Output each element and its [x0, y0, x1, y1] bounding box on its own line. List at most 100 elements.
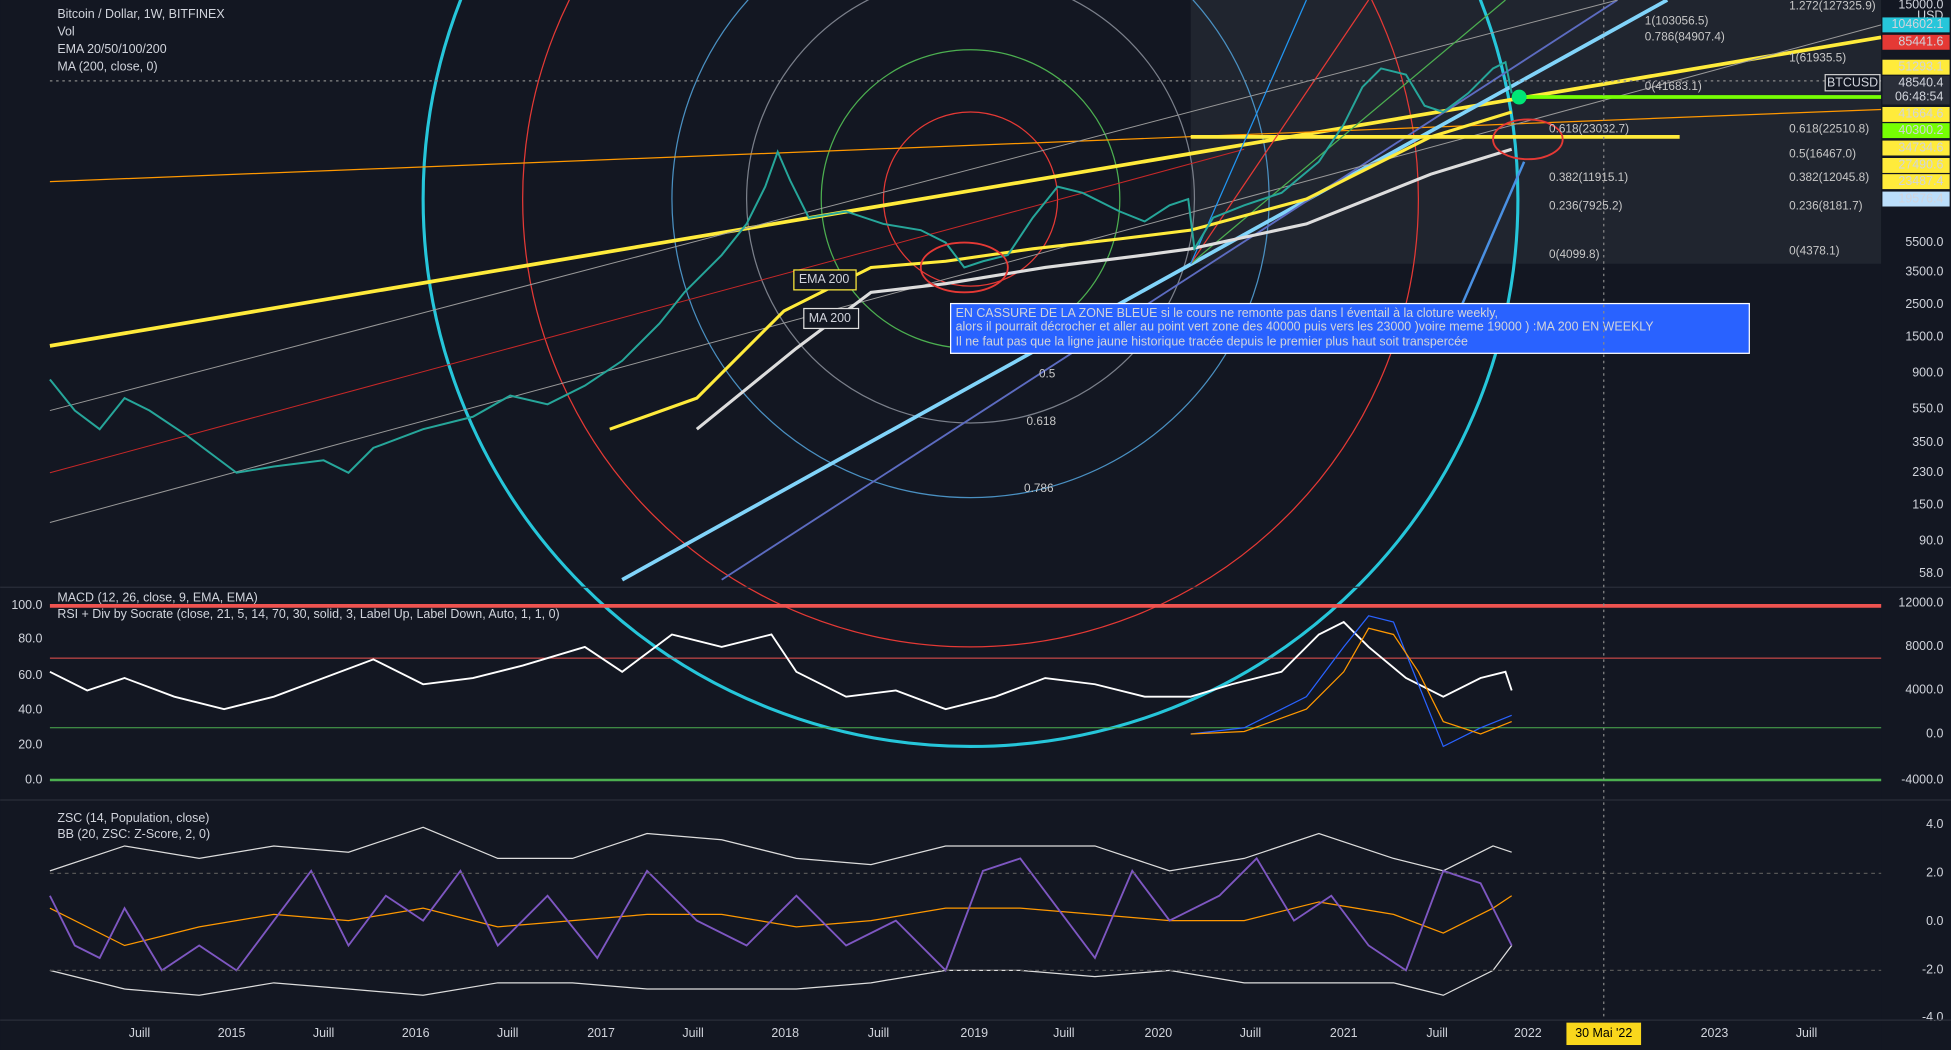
- title: Bitcoin / Dollar, 1W, BITFINEX: [57, 7, 225, 21]
- legend: RSI + Div by Socrate (close, 21, 5, 14, …: [57, 607, 559, 621]
- price-tag-label: 51293.1: [1898, 59, 1943, 73]
- time-label: Juill: [1240, 1026, 1261, 1040]
- price-tag: [1882, 123, 1950, 139]
- label-box: [803, 307, 860, 330]
- trend-line: [621, 0, 1669, 582]
- fib-label: 0.5(16467.0): [1789, 146, 1856, 160]
- axis-label: 900.0: [1912, 366, 1943, 380]
- time-label: Juill: [129, 1026, 150, 1040]
- axis-label: 5500.0: [1905, 235, 1943, 249]
- fib-label: 0.236(8181.7): [1789, 199, 1863, 213]
- indicator: MA (200, close, 0): [57, 59, 157, 73]
- annotation-box: [949, 302, 1750, 354]
- chart-label: EMA 200: [799, 272, 850, 286]
- axis-label: 150.0: [1912, 497, 1943, 511]
- bb-lower: [49, 945, 1513, 996]
- price-tag: [1882, 140, 1950, 156]
- legend: ZSC (14, Population, close): [57, 811, 209, 825]
- price-tag-label: 48540.4: [1898, 76, 1943, 90]
- time-label: 2016: [402, 1026, 430, 1040]
- fan-line: [1190, 0, 1506, 265]
- time-label: 2018: [771, 1026, 799, 1040]
- fib-label: 1(61935.5): [1789, 51, 1846, 65]
- fib-label: 0.786(84907.4): [1645, 29, 1725, 43]
- macd-line: [1190, 615, 1512, 748]
- price-tag-label: 06:48:54: [1895, 89, 1943, 103]
- time-label: Juill: [1426, 1026, 1447, 1040]
- axis-label: 12000.0: [1898, 596, 1943, 610]
- price-tags: 104602.1 85441.6 51293.1 48540.406:48:54 416…: [1882, 17, 1950, 207]
- annotation: alors il pourrait décrocher et aller au …: [956, 319, 1655, 333]
- trend-line: [49, 108, 1882, 183]
- axis-label: 0.0: [1926, 726, 1943, 740]
- fib-label: 0.382(11915.1): [1549, 170, 1628, 184]
- ema-200: [609, 110, 1513, 431]
- time-label: 2020: [1145, 1026, 1173, 1040]
- axis-label: 0.0: [25, 772, 42, 786]
- main-panel: [49, 0, 1882, 748]
- price-tag-label: 104602.1: [1892, 17, 1944, 31]
- time-label: Juill: [868, 1026, 889, 1040]
- time-axis: Juill 2015 Juill 2016 Juill 2017 Juill 2018 Juil…: [129, 1026, 1817, 1040]
- price-tag-label: 19576.4: [1898, 191, 1943, 205]
- fib-circle: [671, 0, 1270, 499]
- fib-circle: [882, 111, 1059, 287]
- fib-label: 0.382(12045.8): [1789, 170, 1869, 184]
- time-label: Juill: [313, 1026, 334, 1040]
- axis-label: 230.0: [1912, 465, 1943, 479]
- axis-label: 80.0: [18, 632, 42, 646]
- price-tag: [1882, 17, 1950, 33]
- fib-label: 1(103056.5): [1645, 13, 1709, 27]
- trend-line: [49, 35, 1882, 348]
- axis-label: 60.0: [18, 668, 42, 682]
- fib-circle: [746, 0, 1196, 424]
- price-tag: [1882, 157, 1950, 173]
- time-label: Juill: [497, 1026, 518, 1040]
- axis-label: 2500.0: [1905, 297, 1943, 311]
- fib-circle: [522, 0, 1419, 648]
- time-label: 2022: [1514, 1026, 1542, 1040]
- fib-circle: [421, 0, 1520, 748]
- rsi-line: [49, 620, 1513, 711]
- label-box: [793, 269, 857, 291]
- legend: MACD (12, 26, close, 9, EMA, EMA): [57, 591, 257, 605]
- fib-label: 0(4378.1): [1789, 243, 1840, 257]
- axis-label: 1500.0: [1905, 329, 1943, 343]
- axis-label: 4000.0: [1905, 683, 1943, 697]
- axis-label: 550.0: [1912, 402, 1943, 416]
- time-label: 2023: [1701, 1026, 1729, 1040]
- fan-label: 0.5: [1039, 367, 1056, 381]
- fib-labels: 1.272(127325.9) 1(103056.5) 0.786(84907.…: [1024, 0, 1876, 495]
- axis-label: 4.0: [1926, 817, 1943, 831]
- time-label: 30 Mai '22: [1575, 1026, 1632, 1040]
- price-tag: [1882, 191, 1950, 207]
- fib-label: 0(41683.1): [1645, 79, 1702, 93]
- time-label: 2015: [218, 1026, 246, 1040]
- time-label: Juill: [682, 1026, 703, 1040]
- macd-panel: [49, 603, 1882, 782]
- bb-upper: [49, 826, 1512, 872]
- price-tag-label: 23487.4: [1898, 174, 1943, 188]
- trend-line: [49, 24, 1882, 523]
- indicator: EMA 20/50/100/200: [57, 42, 166, 56]
- axis-label: 8000.0: [1905, 639, 1943, 653]
- time-highlight: [1566, 1022, 1642, 1046]
- price-tag-label: 27490.6: [1898, 158, 1943, 172]
- time-label: 2019: [960, 1026, 988, 1040]
- fib-label: 0.236(7925.2): [1549, 199, 1623, 213]
- axis-label: -4.0: [1922, 1010, 1944, 1024]
- bb-basis: [49, 895, 1513, 947]
- price-tag: [1882, 34, 1950, 50]
- target-point: [1511, 89, 1527, 105]
- price-tag: [1882, 174, 1950, 190]
- axis-label: 2.0: [1926, 866, 1943, 880]
- signal-line: [1190, 627, 1512, 735]
- fan-line: [1190, 0, 1307, 264]
- symbol: BTCUSD: [1827, 76, 1878, 90]
- fan-line: [1190, 0, 1370, 265]
- price-tag: [1882, 75, 1950, 91]
- trend-line: [721, 0, 1618, 581]
- price-tag-label: 41664.6: [1898, 107, 1943, 121]
- time-label: Juill: [1053, 1026, 1074, 1040]
- fib-label: 0(4099.8): [1549, 247, 1600, 261]
